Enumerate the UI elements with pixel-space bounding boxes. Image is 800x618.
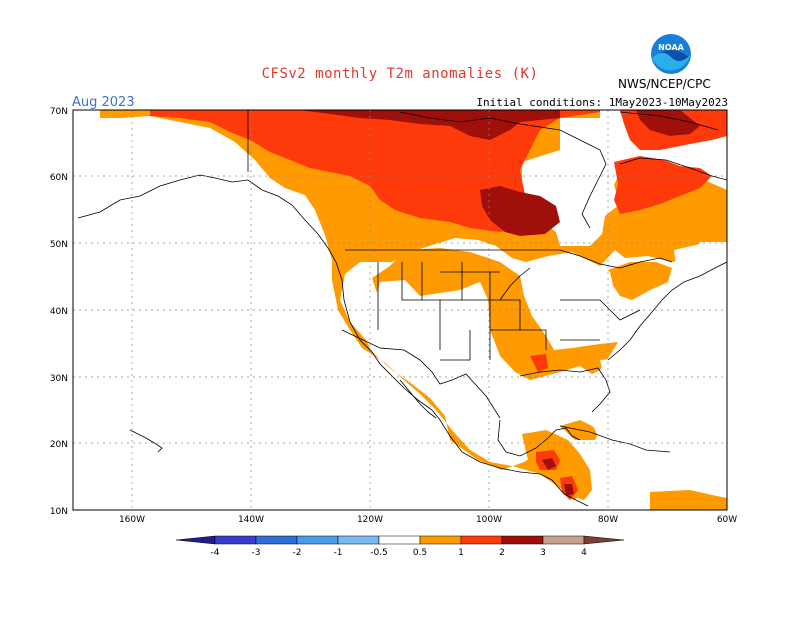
legend-cell — [419, 535, 462, 545]
legend-label: -4 — [211, 548, 220, 558]
legend-label: -1 — [334, 548, 343, 558]
lon-axis: 160W 140W 120W 100W 80W 60W — [119, 515, 737, 525]
borders — [247, 110, 673, 419]
lat-label: 30N — [50, 374, 68, 384]
lat-label: 50N — [50, 240, 68, 250]
legend-label: 0.5 — [413, 548, 427, 558]
legend-cell — [214, 535, 257, 545]
lon-label: 60W — [717, 515, 737, 525]
noaa-logo-icon: NOAA — [651, 34, 691, 74]
legend-label: -0.5 — [370, 548, 388, 558]
legend-cell — [583, 535, 625, 545]
anomaly-darkred-area — [300, 110, 700, 496]
lon-label: 140W — [238, 515, 264, 525]
legend-cell — [542, 535, 585, 545]
lon-label: 120W — [357, 515, 383, 525]
map-frame — [72, 109, 728, 511]
legend-cell — [501, 535, 544, 545]
lat-label: 70N — [50, 107, 68, 117]
lon-label: 160W — [119, 515, 145, 525]
legend-cell — [296, 535, 339, 545]
legend-cell — [460, 535, 503, 545]
color-legend: -4 -3 -2 -1 -0.5 0.5 1 2 3 4 — [175, 535, 625, 558]
lon-label: 100W — [476, 515, 502, 525]
lat-label: 20N — [50, 440, 68, 450]
legend-label: 1 — [458, 548, 464, 558]
graticule — [73, 110, 727, 510]
forecast-month: Aug 2023 — [72, 95, 135, 110]
map-title: CFSv2 monthly T2m anomalies (K) — [261, 66, 539, 82]
lat-label: 10N — [50, 507, 68, 517]
credit-text: NWS/NCEP/CPC — [618, 77, 711, 91]
legend-cell — [175, 535, 216, 545]
lat-axis: 70N 60N 50N 40N 30N 20N 10N — [50, 107, 68, 517]
initial-conditions: Initial conditions: 1May2023-10May2023 — [476, 96, 728, 109]
legend-cell — [337, 535, 380, 545]
legend-cell — [378, 535, 421, 545]
legend-cell — [255, 535, 298, 545]
lat-label: 40N — [50, 307, 68, 317]
legend-label: 2 — [499, 548, 505, 558]
legend-label: 4 — [581, 548, 587, 558]
anomaly-field — [73, 110, 727, 510]
lat-label: 60N — [50, 173, 68, 183]
logo-text: NOAA — [658, 43, 684, 52]
legend-label: -3 — [252, 548, 261, 558]
lon-label: 80W — [598, 515, 618, 525]
legend-label: -2 — [293, 548, 302, 558]
legend-label: 3 — [540, 548, 546, 558]
coastlines — [77, 111, 727, 507]
